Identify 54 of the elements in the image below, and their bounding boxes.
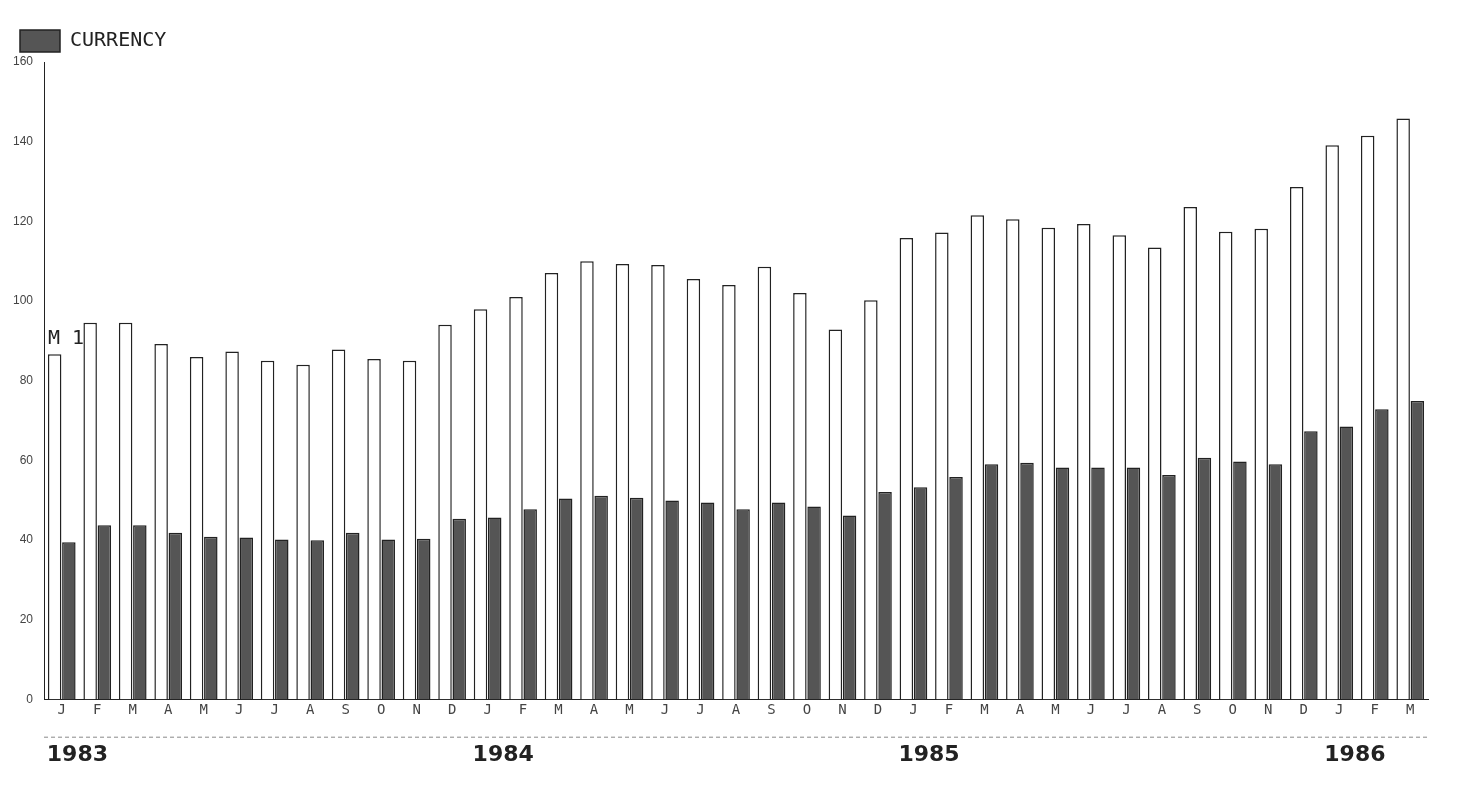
x-tick-label: O xyxy=(376,701,386,718)
x-tick-label: J xyxy=(234,701,244,718)
x-tick-label: J xyxy=(1086,701,1096,718)
y-tick-label: 60 xyxy=(19,452,34,467)
y-tick-label: 120 xyxy=(12,213,34,228)
x-tick-label: M xyxy=(199,701,208,718)
x-tick-label: S xyxy=(767,701,776,718)
x-tick-label: S xyxy=(1193,701,1202,718)
x-tick-label: J xyxy=(483,701,492,718)
x-tick-label: M xyxy=(554,701,563,718)
x-tick-label: M xyxy=(1051,701,1060,718)
y-tick-label: 160 xyxy=(12,54,34,69)
x-tick-label: J xyxy=(1335,701,1344,718)
text: 1986 xyxy=(1324,740,1386,766)
x-tick-label: O xyxy=(1228,701,1238,718)
y-tick-label: 100 xyxy=(12,293,34,308)
x-tick-label: F xyxy=(944,701,954,718)
x-tick-label: A xyxy=(164,701,174,718)
x-tick-label: M xyxy=(980,701,989,718)
x-tick-label: N xyxy=(412,701,421,718)
x-tick-label: D xyxy=(447,701,457,718)
legend-label: CURRENCY xyxy=(70,27,167,52)
x-tick-label: D xyxy=(1299,701,1309,718)
series-label: M 1 xyxy=(47,324,85,349)
x-tick-label: A xyxy=(731,701,741,718)
x-tick-label: M xyxy=(128,701,137,718)
x-tick-label: O xyxy=(802,701,812,718)
x-tick-label: F xyxy=(93,701,102,718)
x-tick-label: J xyxy=(660,701,670,718)
y-tick-label: 80 xyxy=(19,372,34,387)
x-tick-label: J xyxy=(696,701,705,718)
y-tick-label: 140 xyxy=(12,133,34,148)
x-tick-label: A xyxy=(589,701,599,718)
y-tick-label: 0 xyxy=(26,691,34,706)
x-tick-label: J xyxy=(909,701,918,718)
x-tick-label: J xyxy=(57,701,66,718)
x-tick-label: D xyxy=(873,701,883,718)
x-tick-label: A xyxy=(1015,701,1025,718)
x-tick-label: J xyxy=(270,701,279,718)
x-tick-label: M xyxy=(1406,701,1415,718)
text: 1985 xyxy=(898,740,960,766)
text: 1983 xyxy=(46,740,108,766)
x-tick-label: N xyxy=(1264,701,1273,718)
x-tick-label: M xyxy=(625,701,634,718)
x-tick-label: F xyxy=(518,701,528,718)
x-tick-label: A xyxy=(305,701,315,718)
x-tick-label: F xyxy=(1370,701,1379,718)
y-tick-label: 20 xyxy=(19,611,34,626)
x-tick-label: J xyxy=(1122,701,1131,718)
x-tick-label: S xyxy=(341,701,350,718)
y-tick-label: 40 xyxy=(19,532,34,547)
text: 1984 xyxy=(472,740,534,766)
x-tick-label: N xyxy=(838,701,847,718)
x-tick-label: A xyxy=(1157,701,1167,718)
